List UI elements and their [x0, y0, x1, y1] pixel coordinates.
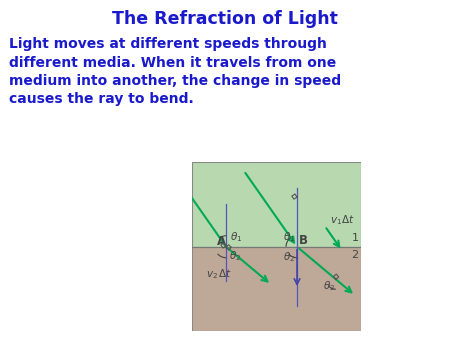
Text: 2: 2 [351, 250, 359, 260]
Text: $\theta_1$: $\theta_1$ [230, 230, 243, 244]
Text: Light moves at different speeds through
different media. When it travels from on: Light moves at different speeds through … [9, 37, 341, 106]
Text: $v_1\Delta t$: $v_1\Delta t$ [330, 213, 354, 227]
Text: The Refraction of Light: The Refraction of Light [112, 10, 338, 28]
Text: A: A [217, 235, 226, 248]
Text: $v_2\,\Delta t$: $v_2\,\Delta t$ [206, 267, 232, 281]
Text: B: B [299, 234, 308, 247]
Bar [192, 247, 361, 331]
Text: $\theta_2$: $\theta_2$ [230, 249, 242, 263]
Text: $\theta_2$: $\theta_2$ [283, 250, 295, 264]
Bar [192, 162, 361, 247]
Text: $\theta_1$: $\theta_1$ [283, 230, 295, 244]
Text: $\theta_2$: $\theta_2$ [323, 280, 335, 293]
Text: 1: 1 [352, 233, 359, 243]
